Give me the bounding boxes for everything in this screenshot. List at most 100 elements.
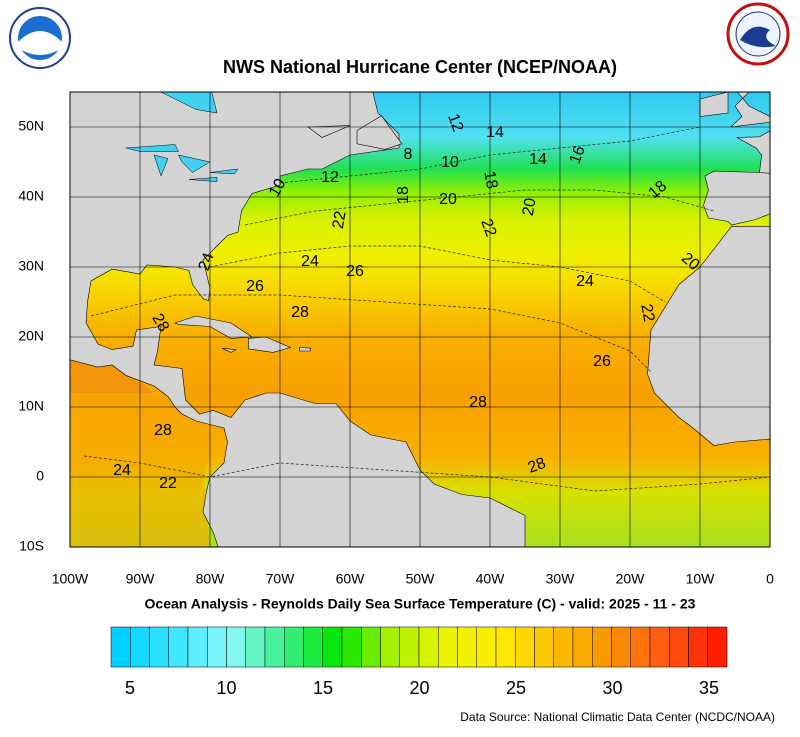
- contour-label: 14: [529, 151, 547, 168]
- x-axis-label: 20W: [616, 571, 646, 587]
- colorbar-cell: [669, 626, 689, 668]
- colorbar-cell: [130, 626, 150, 668]
- y-axis-label: 50N: [18, 118, 44, 134]
- colorbar-cell: [572, 626, 593, 668]
- contour-label: 20: [520, 197, 540, 218]
- colorbar-cell: [399, 626, 420, 668]
- contour-label: 26: [593, 353, 611, 370]
- contour-label: 8: [404, 146, 413, 163]
- colorbar-cell: [207, 626, 227, 668]
- contour-label: 12: [321, 169, 339, 186]
- contour-line: [83, 455, 770, 492]
- y-axis-label: 10S: [19, 538, 44, 554]
- land: [70, 92, 526, 547]
- y-axis-label: 20N: [18, 328, 44, 344]
- colorbar-cell: [361, 626, 381, 668]
- y-axis-label: 30N: [18, 258, 44, 274]
- land: [729, 92, 770, 128]
- contour-label: 26: [246, 278, 264, 295]
- land: [307, 125, 351, 138]
- x-axis-label: 80W: [196, 571, 226, 587]
- colorbar-label: 20: [409, 678, 429, 698]
- colorbar-cell: [303, 626, 323, 668]
- contour-label: 28: [469, 394, 487, 411]
- contour-label: 10: [266, 176, 290, 200]
- x-axis-label: 50W: [406, 571, 436, 587]
- contour-label: 24: [196, 251, 218, 274]
- contour-line: [209, 245, 666, 303]
- colorbar-label: 25: [506, 678, 526, 698]
- colorbar-label: 30: [602, 678, 622, 698]
- contour-label: 18: [395, 186, 412, 204]
- colorbar-cell: [322, 626, 343, 668]
- colorbar-cell: [534, 626, 554, 668]
- x-axis-label: 40W: [476, 571, 506, 587]
- colorbar-cell: [341, 626, 362, 668]
- contour-label: 28: [526, 455, 549, 477]
- colorbar-cell: [592, 626, 612, 668]
- contour-label: 22: [637, 303, 657, 324]
- x-axis-label: 90W: [126, 571, 156, 587]
- colorbar-cell: [149, 626, 169, 668]
- contour-label: 24: [113, 462, 131, 479]
- contour-label: 28: [154, 422, 172, 439]
- colorbar-cell: [187, 626, 208, 668]
- contour-label: 26: [346, 263, 364, 280]
- colorbar-cell: [168, 626, 189, 668]
- colorbar-cell: [284, 626, 304, 668]
- lake: [125, 144, 179, 152]
- lake: [159, 92, 218, 114]
- land: [703, 170, 770, 226]
- colorbar: 5 10 15 20 25 30 35: [110, 626, 728, 698]
- contour-label: 28: [291, 304, 309, 321]
- contour-label: 14: [486, 124, 504, 141]
- land: [736, 130, 770, 174]
- colorbar-cell: [649, 626, 670, 668]
- y-axis-label: 10N: [18, 398, 44, 414]
- colorbar-cell: [110, 626, 131, 668]
- pacific: [70, 358, 217, 547]
- contour-label: 12: [444, 112, 466, 135]
- contour-label: 20: [439, 191, 457, 208]
- x-axis-label: 70W: [266, 571, 296, 587]
- land: [356, 115, 403, 150]
- land: [647, 226, 770, 446]
- x-axis-label: 100W: [52, 571, 89, 587]
- colorbar-cell: [515, 626, 535, 668]
- colorbar-label: 5: [125, 678, 135, 698]
- x-axis-label: 10W: [686, 571, 716, 587]
- colorbar-cell: [438, 626, 458, 668]
- contour-label: 24: [576, 273, 594, 290]
- nws-logo: [726, 2, 790, 66]
- contour-label: 22: [330, 210, 350, 231]
- land: [299, 347, 312, 352]
- x-axis-label: 30W: [546, 571, 576, 587]
- colorbar-label: 10: [216, 678, 236, 698]
- x-axis-label: 0: [766, 571, 774, 587]
- contour-label: 22: [477, 217, 499, 240]
- colorbar-cell: [418, 626, 439, 668]
- contour-label: 22: [159, 475, 177, 492]
- colorbar-cell: [245, 626, 266, 668]
- colorbar-cell: [688, 626, 708, 668]
- axes: 100W 90W 80W 70W 60W 50W 40W 30W 20W 10W 0 50N 40N 30…: [18, 92, 774, 587]
- y-axis-label: 40N: [18, 188, 44, 204]
- colorbar-cell: [226, 626, 246, 668]
- land: [221, 347, 237, 353]
- contour-label: 10: [441, 154, 459, 171]
- x-axis-label: 60W: [336, 571, 366, 587]
- colorbar-cell: [630, 626, 651, 668]
- colorbar-label: 15: [313, 678, 333, 698]
- colorbar-cell: [553, 626, 574, 668]
- contour-label: 28: [148, 311, 172, 335]
- colorbar-cell: [476, 626, 497, 668]
- y-axis-label: 0: [36, 468, 44, 484]
- colorbar-cell: [707, 626, 728, 668]
- lake: [209, 168, 239, 175]
- colorbar-cell: [264, 626, 285, 668]
- subtitle: Ocean Analysis - Reynolds Daily Sea Surf…: [145, 596, 696, 612]
- colorbar-cell: [495, 626, 516, 668]
- contour-label: 24: [301, 253, 319, 270]
- contour-label: 16: [567, 144, 589, 167]
